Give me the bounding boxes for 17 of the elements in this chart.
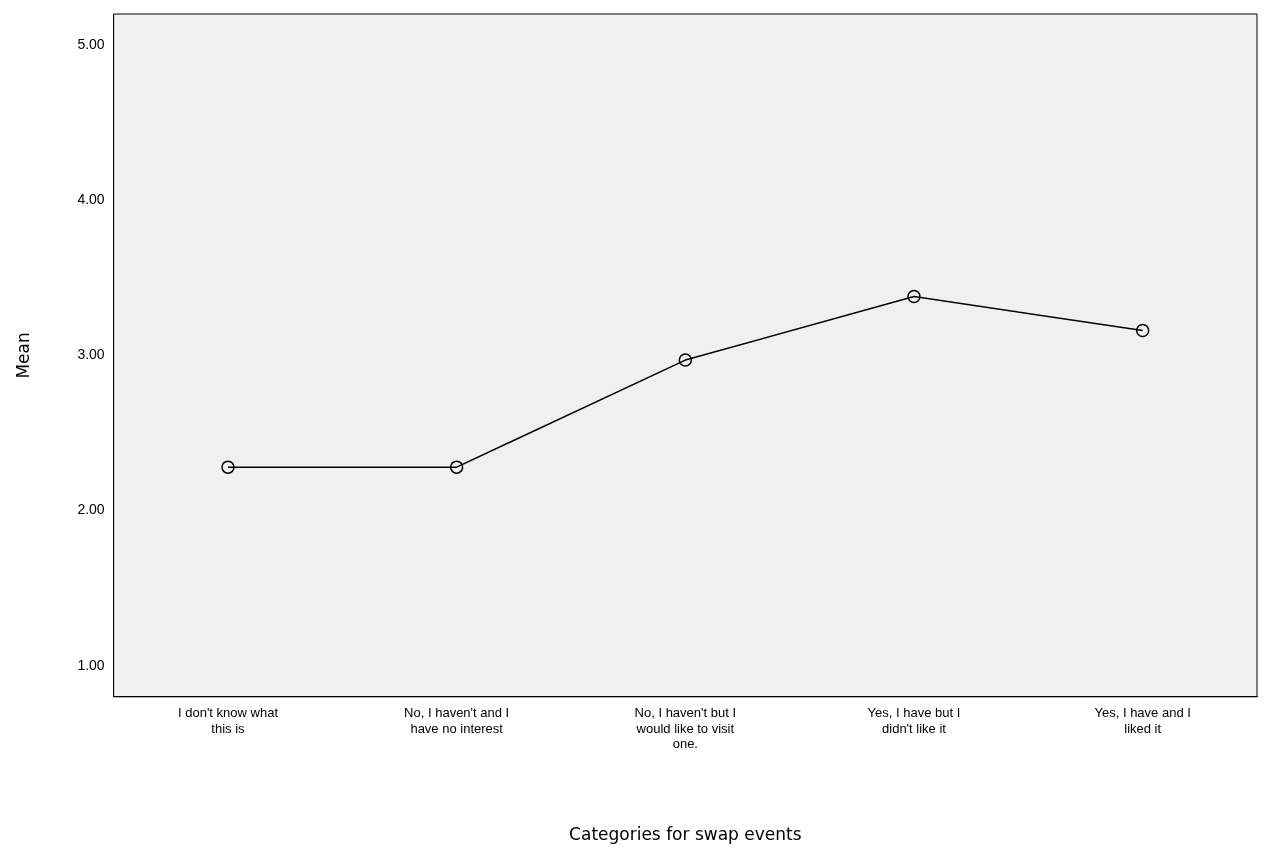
point [221, 460, 235, 474]
y-tick-label: 4.00 [77, 191, 105, 208]
x-tick-label: No, I haven't and I have no interest [404, 705, 510, 736]
x-axis-title: Categories for swap events [569, 824, 802, 845]
x-tick-label: I don't know what this is [177, 705, 279, 736]
y-tick-label: 5.00 [77, 35, 105, 52]
y-tick-label: 1.00 [77, 656, 105, 673]
x-tick-label: Yes, I have but I didn't like it [867, 705, 961, 736]
y-tick-label: 2.00 [77, 501, 105, 518]
x-tick-label: Yes, I have and I liked it [1094, 705, 1191, 736]
point [907, 289, 921, 304]
y-axis-title: Mean [12, 332, 33, 379]
point [449, 460, 464, 474]
point [1135, 323, 1150, 338]
x-tick-label: No, I haven't but I would like to visit one. [634, 705, 737, 752]
y-tick-label: 3.00 [77, 346, 105, 363]
point [678, 353, 693, 367]
